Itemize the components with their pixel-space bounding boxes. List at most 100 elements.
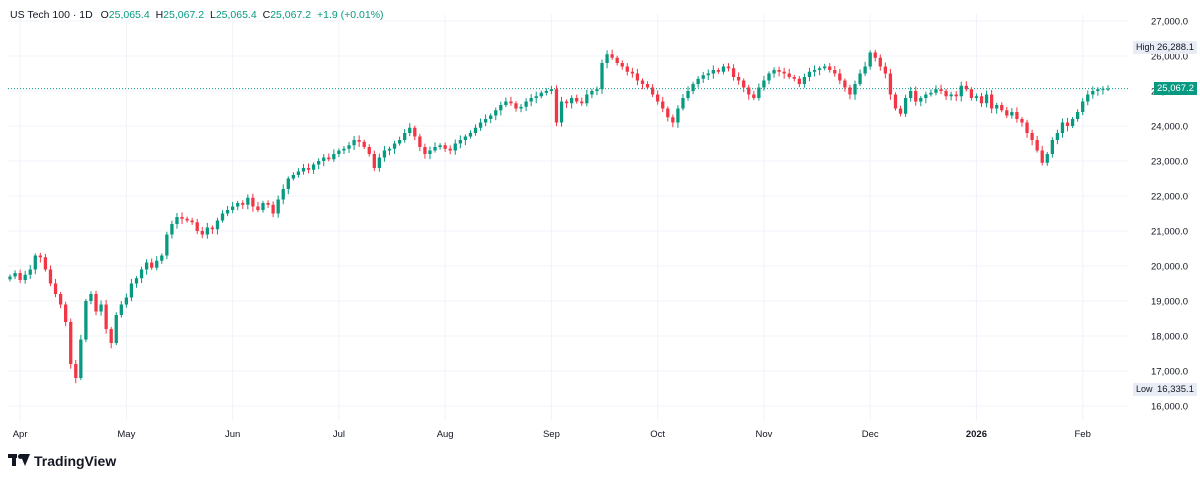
time-tick-label: Jul: [333, 429, 345, 440]
candle-body: [883, 66, 888, 74]
candle-body: [544, 91, 548, 93]
candle-body: [711, 70, 715, 74]
candle-body: [276, 199, 280, 214]
candle-body: [74, 364, 78, 378]
candle-body: [362, 141, 366, 147]
candle-body: [33, 255, 37, 270]
candle-body: [782, 71, 786, 74]
price-tick-label: 18,000.0: [1151, 332, 1188, 343]
price-tick-label: 20,000.0: [1151, 262, 1188, 273]
candle-body: [69, 322, 73, 364]
candle-body: [833, 70, 837, 74]
time-tick-label: May: [117, 429, 135, 440]
candle-body: [89, 294, 93, 301]
candle-body: [200, 231, 204, 235]
candle-body: [372, 154, 376, 168]
price-tick-label: 27,000.0: [1151, 17, 1188, 28]
chart-grid: [8, 14, 1128, 420]
candle-body: [1045, 154, 1049, 163]
candle-body: [893, 94, 898, 109]
candle-body: [190, 220, 194, 223]
time-tick-label: Dec: [862, 429, 879, 440]
candle-body: [645, 84, 650, 88]
tradingview-logo-icon: [8, 454, 30, 468]
candle-body: [99, 304, 103, 312]
candle-body: [630, 71, 635, 74]
candle-body: [327, 157, 331, 160]
candle-body: [934, 89, 938, 93]
candle-body: [266, 203, 270, 205]
candle-body: [160, 255, 164, 261]
price-tick-label: 23,000.0: [1151, 157, 1188, 168]
candle-body: [337, 150, 341, 154]
candle-body: [347, 145, 351, 149]
price-tick-label: 24,000.0: [1151, 122, 1188, 133]
candle-body: [666, 108, 670, 118]
candle-body: [413, 127, 417, 137]
candle-body: [564, 101, 569, 104]
time-tick-label: Feb: [1075, 429, 1091, 440]
candle-body: [251, 197, 255, 207]
candle-body: [382, 150, 387, 158]
candle-body: [1050, 140, 1054, 154]
candle-body: [134, 278, 139, 284]
candle-body: [220, 213, 225, 221]
candle-body: [489, 115, 493, 119]
candle-body: [1040, 150, 1044, 163]
candle-body: [428, 150, 432, 154]
candle-body: [367, 147, 371, 154]
candle-body: [448, 148, 452, 151]
candle-body: [716, 70, 721, 72]
candle-body: [150, 262, 154, 268]
candle-body: [306, 168, 311, 170]
candle-body: [423, 147, 427, 154]
candle-body: [271, 204, 275, 214]
candle-body: [620, 63, 624, 67]
candle-body: [570, 98, 574, 104]
price-axis: 27,000.026,000.025,000.024,000.023,000.0…: [1151, 17, 1188, 413]
candle-body: [843, 80, 847, 88]
candle-body: [180, 217, 184, 219]
candle-body: [1101, 88, 1105, 90]
candle-body: [777, 70, 781, 72]
tradingview-logo[interactable]: TradingView: [8, 453, 116, 469]
candle-body: [1055, 133, 1060, 140]
candle-body: [848, 87, 852, 95]
last-price-tag: 25,067.2: [1154, 82, 1197, 96]
time-tick-label: Sep: [543, 429, 560, 440]
change-value: +1.9 (+0.01%): [317, 9, 384, 21]
candle-body: [681, 98, 685, 109]
candle-body: [1070, 119, 1075, 126]
candle-body: [995, 105, 999, 109]
candle-body: [605, 54, 609, 63]
candle-body: [600, 63, 604, 90]
candle-body: [317, 161, 321, 165]
candle-body: [878, 57, 882, 67]
candle-body: [671, 117, 675, 123]
candle-body: [944, 91, 948, 97]
candle-body: [610, 54, 614, 58]
candle-body: [979, 96, 984, 104]
time-axis: Apr May Jun Jul Aug Sep Oct Nov Dec 2026 Feb: [13, 429, 1091, 440]
candle-body: [676, 108, 680, 123]
candle-body: [868, 52, 872, 67]
candle-body: [418, 136, 422, 147]
candle-body: [817, 68, 822, 70]
candle-body: [119, 304, 123, 315]
candle-body: [58, 294, 63, 305]
candle-body: [903, 98, 908, 114]
candle-body: [18, 273, 22, 280]
candle-body: [969, 89, 974, 98]
high-value: 25,067.2: [163, 9, 205, 21]
time-tick-label: Aug: [437, 429, 454, 440]
candle-body: [812, 70, 817, 72]
candle-body: [155, 260, 159, 268]
candle-body: [246, 197, 250, 205]
time-tick-label: Oct: [650, 429, 665, 440]
candle-body: [828, 66, 832, 70]
candle-body: [787, 73, 791, 77]
candle-body: [53, 283, 58, 294]
candle-body: [625, 66, 629, 72]
candle-body: [124, 297, 129, 305]
